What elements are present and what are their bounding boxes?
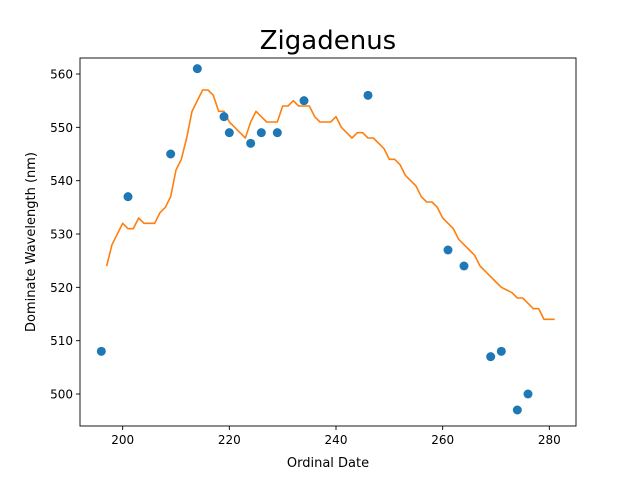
- x-tick-label: 200: [111, 433, 134, 447]
- data-point: [166, 149, 176, 159]
- x-tick-label: 260: [431, 433, 454, 447]
- y-axis-label: Dominate Wavelength (nm): [24, 152, 39, 332]
- series-line: [105, 89, 555, 321]
- x-tick-label: 240: [325, 433, 348, 447]
- data-point: [192, 64, 202, 74]
- y-tick-label: 540: [50, 174, 73, 188]
- data-point: [299, 96, 309, 106]
- chart-title: Zigadenus: [260, 26, 396, 56]
- y-tick-label: 510: [50, 334, 73, 348]
- y-tick-label: 560: [50, 68, 73, 82]
- data-point: [219, 112, 229, 122]
- data-point: [224, 128, 234, 138]
- axes-frame: [79, 57, 577, 427]
- y-tick-label: 520: [50, 281, 73, 295]
- data-point: [256, 128, 266, 138]
- data-point: [96, 346, 106, 356]
- data-point: [496, 346, 506, 356]
- y-tick-label: 530: [50, 228, 73, 242]
- data-point: [459, 261, 469, 271]
- x-axis-label: Ordinal Date: [287, 456, 369, 471]
- plot-area: 200 220 240 260 280 500 510 520 530 540 550 560: [50, 57, 577, 447]
- data-point: [123, 192, 133, 202]
- data-point: [512, 405, 522, 415]
- y-tick-label: 500: [50, 388, 73, 402]
- data-point: [246, 138, 256, 148]
- data-point: [486, 352, 496, 362]
- data-point: [443, 245, 453, 255]
- x-tick-label: 280: [538, 433, 561, 447]
- y-tick-label: 550: [50, 121, 73, 135]
- data-point: [272, 128, 282, 138]
- data-point: [363, 90, 373, 100]
- x-tick-label: 220: [218, 433, 241, 447]
- data-point: [523, 389, 533, 399]
